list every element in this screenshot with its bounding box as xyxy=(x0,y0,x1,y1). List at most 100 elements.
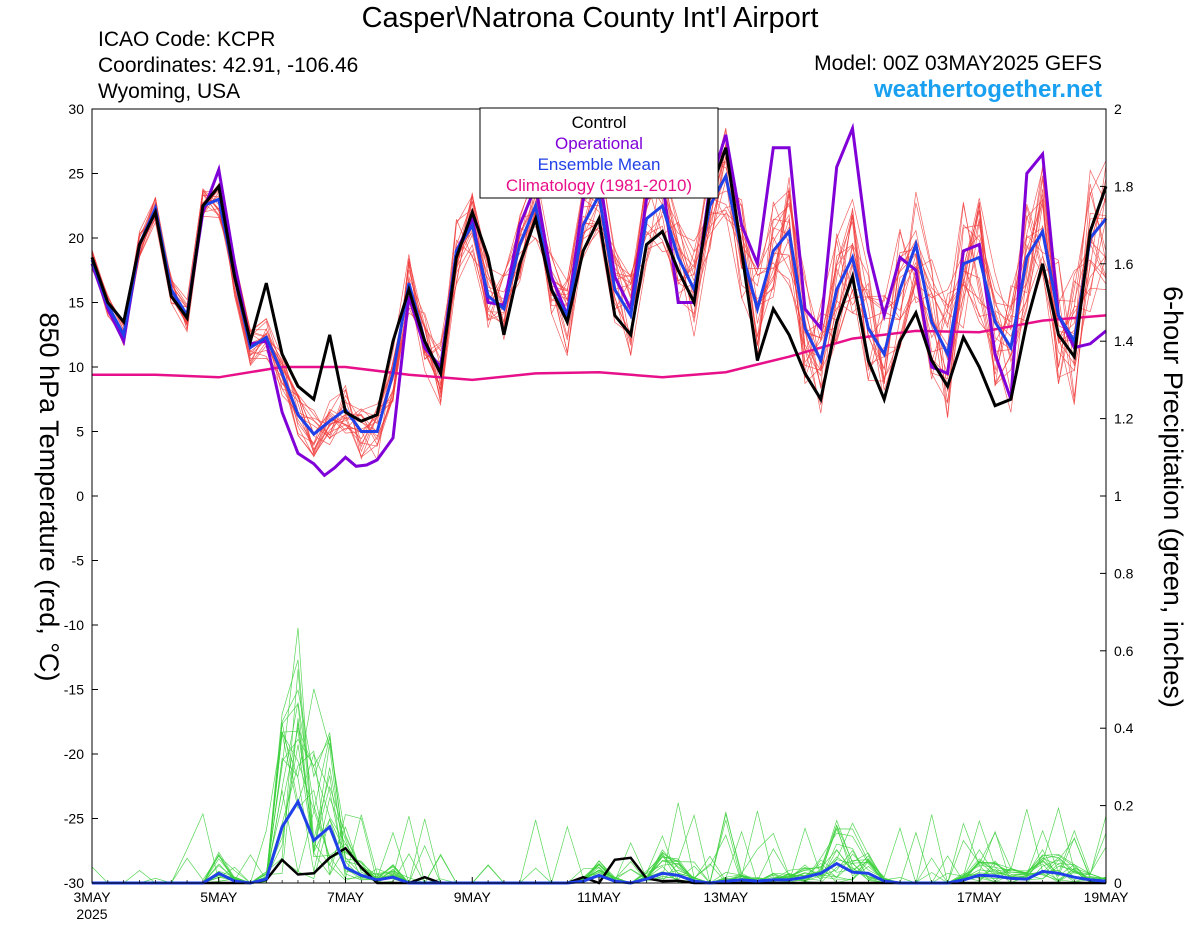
temp-member-15 xyxy=(91,145,1107,458)
precip-member-4 xyxy=(92,744,1107,884)
ensemble-members-temp xyxy=(91,127,1107,462)
precip-member-19 xyxy=(92,718,1107,884)
legend-climatology: Climatology (1981-2010) xyxy=(506,176,692,195)
region: Wyoming, USA xyxy=(98,80,241,103)
coordinates: Coordinates: 42.91, -106.46 xyxy=(98,54,359,77)
temp-member-10 xyxy=(91,159,1107,454)
y-right-tick-label: 2 xyxy=(1114,101,1122,117)
x-tick-label: 9MAY xyxy=(454,889,492,905)
y-axis-right-label: 6-hour Precipitation (green, inches) xyxy=(1158,286,1188,708)
x-tick-label: 7MAY xyxy=(327,889,365,905)
precip-member-5 xyxy=(92,627,1107,884)
y-right-tick-label: 0 xyxy=(1114,875,1122,891)
y-right-tick-label: 1.8 xyxy=(1114,178,1134,194)
y-left-tick-label: -20 xyxy=(64,746,84,762)
temp-member-9 xyxy=(91,155,1107,456)
y-right-tick-label: 0.2 xyxy=(1114,798,1134,814)
y-right-tick-label: 0.8 xyxy=(1114,565,1134,581)
ensemble-members-precip xyxy=(91,627,1107,884)
x-tick-year-label: 2025 xyxy=(76,906,107,922)
y-right-tick-label: 1.2 xyxy=(1114,411,1134,427)
precip-member-16 xyxy=(92,722,1107,884)
y-right-tick-label: 0.4 xyxy=(1114,720,1134,736)
model-run: Model: 00Z 03MAY2025 GEFS xyxy=(814,52,1102,75)
precip-member-9 xyxy=(92,702,1107,884)
precip-member-7 xyxy=(92,730,1107,884)
temp-member-17 xyxy=(91,152,1107,435)
x-tick-label: 3MAY xyxy=(73,889,111,905)
temp-member-4 xyxy=(91,156,1107,451)
icao-code: ICAO Code: KCPR xyxy=(98,28,276,51)
y-left-tick-label: 20 xyxy=(68,230,84,246)
x-tick-label: 15MAY xyxy=(830,889,876,905)
temp-member-8 xyxy=(91,129,1107,457)
precip-member-10 xyxy=(92,688,1107,884)
temp-member-12 xyxy=(91,149,1107,440)
y-left-tick-label: 0 xyxy=(76,488,84,504)
temp-member-19 xyxy=(91,161,1107,447)
temp-member-11 xyxy=(91,160,1107,446)
x-tick-label: 17MAY xyxy=(957,889,1003,905)
precip-member-15 xyxy=(92,726,1107,884)
precip-member-8 xyxy=(92,814,1107,884)
precip-member-20 xyxy=(92,731,1107,884)
site-link[interactable]: weathertogether.net xyxy=(873,76,1102,103)
legend-operational: Operational xyxy=(555,134,643,153)
temp-member-2 xyxy=(91,187,1107,451)
mean-temp-line xyxy=(90,171,1108,437)
y-left-tick-label: -30 xyxy=(64,875,84,891)
y-left-tick-label: 15 xyxy=(68,295,84,311)
x-tick-label: 13MAY xyxy=(703,889,749,905)
x-tick-label: 19MAY xyxy=(1084,889,1130,905)
temp-member-13 xyxy=(91,168,1107,454)
temp-member-14 xyxy=(91,178,1107,461)
operational-temp-line xyxy=(90,122,1107,478)
precip-member-18 xyxy=(92,689,1107,884)
precip-member-1 xyxy=(92,750,1107,884)
plot-frame xyxy=(91,108,1107,884)
axis-ticks: 302520151050-5-10-15-20-25-3021.81.61.41… xyxy=(64,101,1134,922)
precip-member-12 xyxy=(91,733,1107,884)
mean-precip-line xyxy=(92,798,1107,885)
temp-member-3 xyxy=(91,160,1107,436)
precip-member-2 xyxy=(92,735,1107,884)
precip-member-11 xyxy=(92,703,1107,884)
legend: Control Operational Ensemble Mean Climat… xyxy=(479,107,719,199)
y-left-tick-label: -5 xyxy=(72,553,85,569)
chart-title: Casper\/Natrona County Int'l Airport xyxy=(361,2,819,34)
control-precip-line xyxy=(92,846,1106,885)
climatology-line xyxy=(92,314,1107,382)
y-left-tick-label: 10 xyxy=(68,359,84,375)
temp-member-6 xyxy=(91,142,1107,439)
y-left-tick-label: 30 xyxy=(68,101,84,117)
y-right-tick-label: 1 xyxy=(1114,488,1122,504)
temp-member-5 xyxy=(91,191,1107,446)
legend-box xyxy=(479,107,719,199)
y-left-tick-label: -10 xyxy=(64,617,84,633)
temp-member-7 xyxy=(91,127,1107,448)
legend-control: Control xyxy=(572,113,627,132)
temp-member-16 xyxy=(91,174,1107,462)
precip-member-14 xyxy=(92,669,1107,884)
legend-ensemble-mean: Ensemble Mean xyxy=(538,155,661,174)
y-left-tick-label: -25 xyxy=(64,811,84,827)
control-temp-line xyxy=(90,147,1108,423)
precip-member-6 xyxy=(92,659,1107,884)
temp-member-20 xyxy=(91,181,1107,456)
x-tick-label: 11MAY xyxy=(577,889,621,905)
temp-member-1 xyxy=(91,154,1107,458)
precip-member-17 xyxy=(91,737,1107,884)
y-right-tick-label: 1.4 xyxy=(1114,333,1134,349)
temp-member-18 xyxy=(91,145,1107,453)
x-tick-label: 5MAY xyxy=(200,889,238,905)
y-axis-left-label: 850 hPa Temperature (red, °C) xyxy=(34,313,64,682)
y-left-tick-label: 5 xyxy=(76,424,84,440)
y-right-tick-label: 1.6 xyxy=(1114,256,1134,272)
main-series xyxy=(90,122,1108,885)
y-left-tick-label: 25 xyxy=(68,166,84,182)
y-right-tick-label: 0.6 xyxy=(1114,643,1134,659)
precip-member-3 xyxy=(92,731,1107,884)
y-left-tick-label: -15 xyxy=(64,682,84,698)
precip-member-13 xyxy=(92,722,1107,884)
